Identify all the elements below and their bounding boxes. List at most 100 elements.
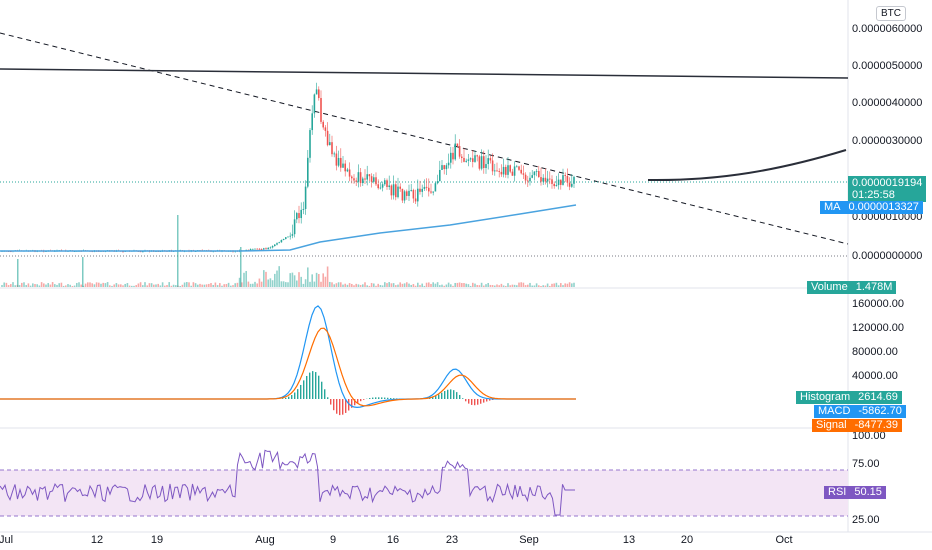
- volume-bar: [186, 282, 188, 287]
- macd-tick: 160000.00: [852, 298, 904, 310]
- volume-bar: [269, 278, 272, 287]
- histogram-bar: [483, 399, 485, 403]
- volume-bar: [23, 282, 25, 287]
- candle-body: [494, 170, 496, 172]
- time-tick: Jul: [0, 534, 13, 546]
- candle-body: [447, 162, 450, 166]
- price-pane[interactable]: [0, 0, 932, 533]
- candle-body: [452, 152, 454, 160]
- volume-bar: [520, 282, 522, 287]
- candle-body: [485, 164, 487, 169]
- volume-bar: [463, 283, 465, 287]
- volume-bar: [34, 284, 36, 287]
- volume-bar: [364, 282, 366, 287]
- volume-bar: [95, 282, 98, 287]
- candle-body: [507, 165, 509, 175]
- volume-bar: [29, 285, 32, 287]
- volume-bar: [399, 282, 401, 287]
- volume-bar: [128, 285, 131, 287]
- volume-bar: [549, 285, 551, 287]
- volume-bars: [1, 215, 575, 287]
- volume-bar: [137, 283, 140, 287]
- volume-bar: [245, 270, 247, 287]
- price-axis[interactable]: 0.0000060000 0.0000050000 0.0000040000 0…: [852, 23, 922, 262]
- candle-body: [379, 187, 382, 189]
- currency-badge[interactable]: BTC: [876, 6, 906, 21]
- volume-bar: [392, 283, 395, 287]
- histogram-bar: [459, 394, 461, 399]
- histogram-bar: [453, 390, 455, 399]
- trendline-horizontal[interactable]: [0, 68, 849, 79]
- volume-bar: [465, 283, 467, 287]
- candle-body: [276, 243, 278, 245]
- volume-bar: [381, 285, 384, 287]
- volume-bar: [234, 283, 236, 287]
- candle-body: [571, 183, 573, 187]
- trendline-dashed[interactable]: [0, 32, 849, 245]
- volume-bar: [238, 277, 241, 287]
- volume-bar: [155, 284, 157, 287]
- volume-bar: [109, 285, 111, 287]
- candle-body: [313, 94, 316, 114]
- volume-bar: [100, 283, 102, 287]
- volume-bar: [483, 285, 485, 287]
- volume-bar: [47, 283, 49, 287]
- volume-bar: [522, 282, 525, 287]
- histogram-bar: [321, 381, 323, 399]
- volume-bar: [282, 281, 285, 287]
- projection-curve[interactable]: [647, 149, 847, 182]
- volume-bar: [87, 282, 89, 287]
- volume-bar: [322, 273, 324, 287]
- volume-bar: [227, 282, 230, 287]
- volume-bar: [535, 283, 538, 287]
- volume-bar: [69, 284, 71, 287]
- time-axis[interactable]: Jul 12 19 Aug 9 16 23 Sep 13 20 Oct: [0, 534, 793, 546]
- volume-bar: [111, 285, 113, 287]
- volume-bar: [410, 284, 412, 287]
- volume-bar: [131, 285, 133, 287]
- volume-bar: [331, 282, 333, 287]
- candle-body: [304, 186, 307, 209]
- volume-bar: [564, 283, 566, 287]
- volume-bar: [544, 285, 547, 287]
- candle-body: [461, 156, 463, 158]
- volume-bar: [249, 283, 252, 287]
- volume-bar: [458, 282, 461, 287]
- macd-label: MACD: [814, 405, 855, 418]
- price-tick: 0.0000000000: [852, 250, 922, 262]
- volume-bar: [271, 280, 274, 287]
- candle-body: [368, 174, 371, 177]
- volume-bar: [513, 284, 516, 287]
- volume-bar: [487, 282, 489, 287]
- candle-body: [333, 153, 335, 155]
- volume-bar: [243, 272, 245, 287]
- rsi-pane[interactable]: [0, 449, 848, 517]
- macd-pane[interactable]: [0, 305, 576, 416]
- macd-axis[interactable]: 160000.00 120000.00 80000.00 40000.00: [852, 298, 904, 382]
- volume-bar: [311, 274, 313, 287]
- candle-body: [483, 156, 485, 169]
- candle-body: [542, 177, 544, 182]
- volume-bar: [425, 282, 428, 287]
- volume-bar: [124, 283, 126, 287]
- volume-bar: [337, 282, 340, 287]
- rsi-axis[interactable]: 100.00 75.00 25.00: [852, 430, 886, 526]
- time-tick: 23: [446, 534, 458, 546]
- time-tick: 9: [330, 534, 336, 546]
- volume-bar: [454, 282, 456, 287]
- candle-body: [573, 176, 575, 184]
- time-tick: Sep: [519, 534, 539, 546]
- volume-bar: [472, 282, 474, 287]
- histogram-bar: [474, 399, 476, 406]
- candle-body: [320, 98, 322, 122]
- volume-bar: [434, 283, 437, 287]
- candle-body: [520, 169, 522, 174]
- volume-bar: [260, 281, 263, 287]
- candle-body: [315, 89, 318, 95]
- histogram-bar: [450, 389, 452, 399]
- candle-body: [553, 183, 555, 187]
- price-tick: 0.0000030000: [852, 135, 922, 147]
- candle-body: [324, 127, 327, 131]
- volume-bar: [126, 283, 129, 287]
